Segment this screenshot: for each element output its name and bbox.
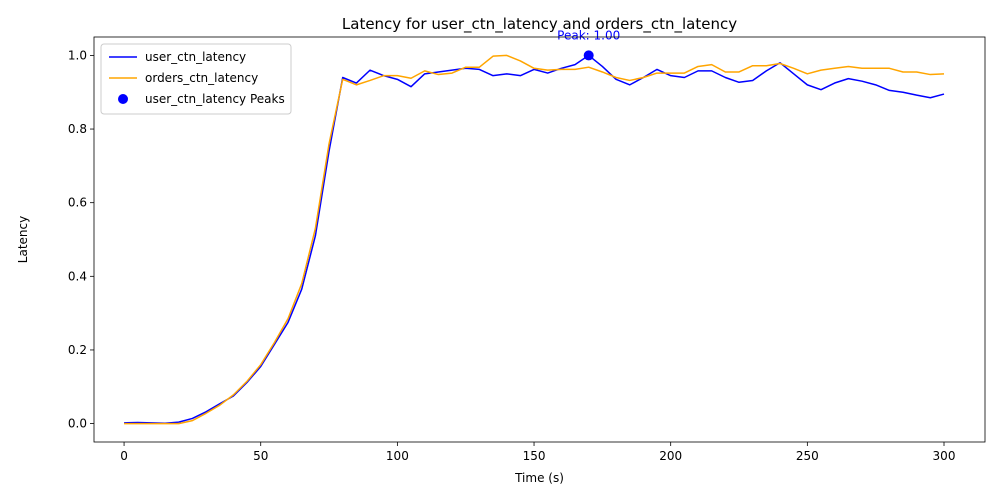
x-tick-label: 0 (120, 449, 128, 463)
series-line-orders_ctn_latency (124, 54, 945, 425)
x-tick-label: 100 (386, 449, 409, 463)
x-tick-label: 250 (796, 449, 819, 463)
x-axis-label: Time (s) (514, 471, 564, 485)
legend-label: user_ctn_latency Peaks (145, 92, 285, 106)
x-tick-label: 200 (659, 449, 682, 463)
peak-point-0 (583, 50, 594, 61)
y-tick-label: 0.2 (68, 343, 87, 357)
plot-area: Peak: 1.00 (124, 28, 945, 425)
y-tick-label: 0.6 (68, 196, 87, 210)
legend-box (100, 43, 292, 115)
axes: 0 50 100 150 200 250 300 0.0 0.2 0.4 0.6 0.8 1.0 (68, 36, 986, 463)
series-line-user_ctn_latency (124, 54, 945, 424)
legend-label: user_ctn_latency (145, 50, 246, 64)
x-tick-label: 300 (933, 449, 956, 463)
legend-swatch-peaks (118, 94, 128, 104)
chart-title: Latency for user_ctn_latency and orders_… (342, 15, 737, 34)
y-tick-label: 0.4 (68, 269, 87, 283)
peak-annotation-0: Peak: 1.00 (557, 28, 620, 42)
legend-label: orders_ctn_latency (145, 71, 258, 85)
legend: user_ctn_latency orders_ctn_latency user_c… (100, 43, 292, 115)
x-tick-label: 150 (523, 449, 546, 463)
y-axis-label: Latency (16, 216, 30, 263)
axes-frame (93, 36, 986, 443)
y-tick-label: 1.0 (68, 48, 87, 62)
y-tick-label: 0.8 (68, 122, 87, 136)
y-tick-label: 0.0 (68, 417, 87, 431)
x-tick-label: 50 (253, 449, 268, 463)
